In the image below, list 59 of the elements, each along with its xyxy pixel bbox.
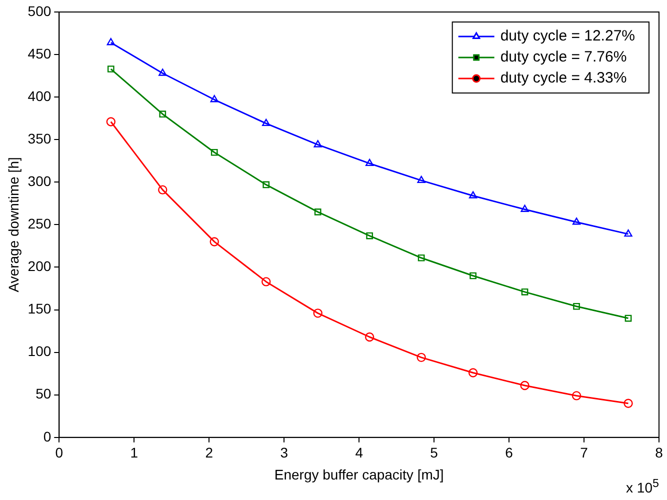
legend-label: duty cycle = 4.33% xyxy=(500,70,627,87)
point xyxy=(417,176,426,184)
point xyxy=(366,232,374,240)
point xyxy=(572,391,582,400)
point xyxy=(262,277,271,286)
x-axis-title: Energy buffer capacity [mJ] xyxy=(274,466,444,482)
point xyxy=(418,254,425,262)
x-tick-label: 5 xyxy=(430,444,438,461)
legend-label: duty cycle = 12.27% xyxy=(500,28,636,45)
point xyxy=(624,398,633,408)
y-tick-label: 0 xyxy=(43,428,52,444)
x-tick-label: 7 xyxy=(580,444,588,461)
y-tick-label: 50 xyxy=(36,386,52,402)
point xyxy=(573,302,580,310)
point xyxy=(262,118,270,126)
point xyxy=(468,191,478,198)
y-tick-label: 400 xyxy=(28,88,52,104)
y-axis-title: Average downtime [h] xyxy=(5,157,22,292)
point xyxy=(314,140,322,148)
point xyxy=(107,66,114,72)
point xyxy=(106,38,115,46)
point xyxy=(106,117,116,126)
text: x 10$^{5}$ xyxy=(626,477,659,496)
point xyxy=(313,308,322,318)
y-tick-label: 200 xyxy=(28,258,52,274)
x-tick-label: 6 xyxy=(505,444,514,461)
x-tick-label: 3 xyxy=(280,444,288,461)
point xyxy=(624,314,632,322)
point xyxy=(210,237,219,246)
y-tick-label: 450 xyxy=(28,45,52,62)
point xyxy=(210,95,218,102)
point xyxy=(520,204,529,212)
x-tick-label: 0 xyxy=(55,444,64,461)
y-tick-label: 350 xyxy=(28,130,52,146)
point xyxy=(624,229,632,237)
point xyxy=(470,272,476,280)
x-tick-label: 2 xyxy=(205,444,214,461)
point xyxy=(210,148,218,156)
point xyxy=(572,218,581,225)
point xyxy=(262,181,270,188)
point xyxy=(158,68,167,76)
point xyxy=(366,158,374,166)
point xyxy=(364,332,374,342)
legend-label: duty cycle = 7.76% xyxy=(500,48,627,66)
point xyxy=(520,380,530,390)
point xyxy=(416,352,426,362)
point xyxy=(468,368,478,378)
point xyxy=(159,110,166,118)
point xyxy=(521,288,528,296)
point xyxy=(314,208,322,216)
y-tick-label: 500 xyxy=(28,2,52,19)
x-tick-label: 1 xyxy=(130,444,138,461)
y-tick-label: 250 xyxy=(28,216,52,232)
x-tick-label: 8 xyxy=(655,444,664,461)
y-tick-label: 300 xyxy=(28,173,52,190)
y-tick-label: 100 xyxy=(28,343,52,360)
y-tick-label: 150 xyxy=(28,300,52,317)
x-tick-label: 4 xyxy=(355,444,364,461)
point xyxy=(158,185,168,194)
